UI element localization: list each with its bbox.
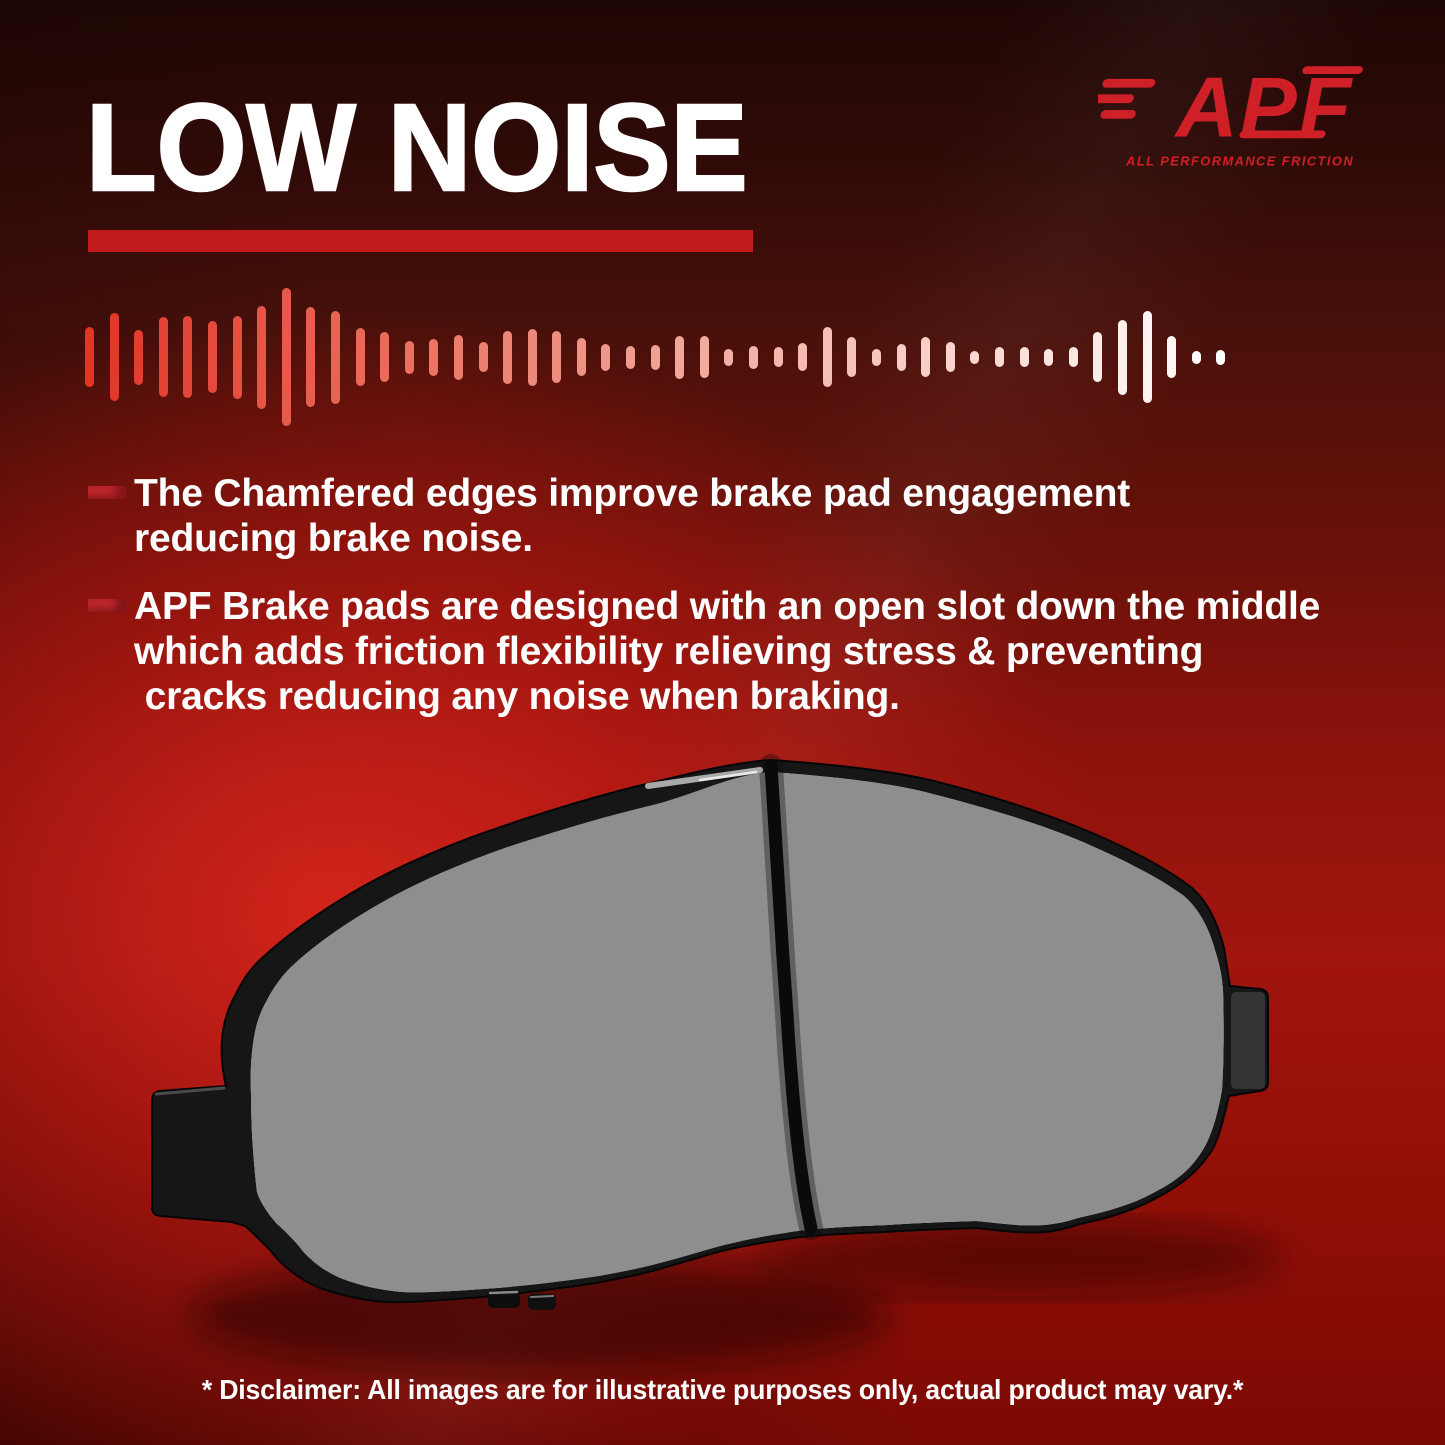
soundwave-bar [970, 350, 980, 364]
soundwave-bar [552, 331, 562, 383]
bullet-1-line-2: reducing brake noise. [134, 517, 533, 560]
soundwave-bar [798, 343, 808, 371]
soundwave-bar [994, 347, 1004, 367]
pad-shim-glint [698, 770, 758, 782]
soundwave-bar [257, 305, 267, 409]
bullet-text-2: APF Brake pads are designed with an open… [134, 584, 1320, 719]
pad-shim-highlight [645, 767, 763, 789]
soundwave-bar [134, 329, 144, 385]
soundwave-bar [1068, 347, 1078, 367]
disclaimer-text: * Disclaimer: All images are for illustr… [201, 1374, 1244, 1405]
soundwave-bar [330, 310, 340, 404]
soundwave-bar [404, 340, 414, 374]
bullet-1-line-1: The Chamfered edges improve brake pad en… [134, 472, 1131, 515]
soundwave-bar [773, 347, 783, 367]
soundwave-bar [109, 313, 119, 401]
bullet-marker [88, 486, 126, 499]
soundwave-bar [626, 345, 636, 369]
soundwave-bar [601, 343, 611, 371]
soundwave-bar [527, 328, 537, 386]
logo-tagline: ALL PERFORMANCE FRICTION [1125, 153, 1354, 168]
soundwave-bar [847, 337, 857, 377]
bullet-2-line-3: cracks reducing any noise when braking. [134, 675, 900, 718]
soundwave [85, 282, 1226, 432]
bullet-item-1: The Chamfered edges improve brake pad en… [88, 471, 1130, 561]
soundwave-bar [503, 330, 513, 384]
soundwave-bar [85, 327, 94, 387]
soundwave-bar [1167, 336, 1177, 378]
soundwave-bar [650, 344, 660, 370]
soundwave-bar [576, 338, 586, 376]
soundwave-bar [1191, 350, 1201, 364]
soundwave-bar [281, 288, 291, 426]
soundwave-bar [380, 332, 390, 382]
soundwave-bar [478, 342, 488, 372]
soundwave-bar [453, 334, 463, 380]
soundwave-bar [872, 348, 881, 366]
soundwave-bar [355, 328, 365, 386]
pad-center-slot-core [764, 759, 818, 1235]
soundwave-bar [232, 315, 242, 399]
page-title: LOW NOISE [85, 80, 749, 217]
soundwave-bar [1019, 347, 1029, 367]
soundwave-bar [921, 337, 931, 377]
soundwave-bar [1216, 349, 1226, 365]
soundwave-bar [945, 342, 955, 372]
soundwave-bar [1142, 311, 1152, 403]
soundwave-bar [699, 336, 709, 378]
soundwave-bar [306, 307, 316, 407]
soundwave-bar [207, 321, 217, 393]
soundwave-bar [429, 338, 439, 376]
soundwave-bar [158, 317, 168, 397]
soundwave-bar [183, 316, 193, 398]
soundwave-bar [1093, 332, 1103, 382]
logo-speed-lines [1098, 66, 1363, 139]
soundwave-bar [1044, 348, 1054, 366]
pad-mounting-feet [488, 1290, 556, 1310]
apf-logo: APF ALL PERFORMANCE FRICTION [1098, 59, 1363, 168]
bullet-marker [88, 599, 126, 612]
bullet-item-2: APF Brake pads are designed with an open… [88, 584, 1320, 719]
pad-left-tab-highlight [154, 1086, 226, 1096]
soundwave-bar [822, 327, 832, 387]
pad-right-tab [1231, 992, 1265, 1089]
logo-brand-text: APF [1174, 59, 1354, 155]
bullet-2-line-2: which adds friction flexibility relievin… [134, 630, 1204, 673]
bullet-text-1: The Chamfered edges improve brake pad en… [134, 471, 1130, 561]
title-underline [88, 230, 753, 252]
soundwave-bar [1117, 319, 1127, 395]
soundwave-bar [724, 348, 734, 366]
bullet-2-line-1: APF Brake pads are designed with an open… [134, 585, 1321, 628]
soundwave-bar [749, 345, 759, 369]
pad-shadow-right [760, 1220, 1280, 1296]
soundwave-bar [896, 343, 906, 371]
soundwave-bar [675, 335, 685, 379]
